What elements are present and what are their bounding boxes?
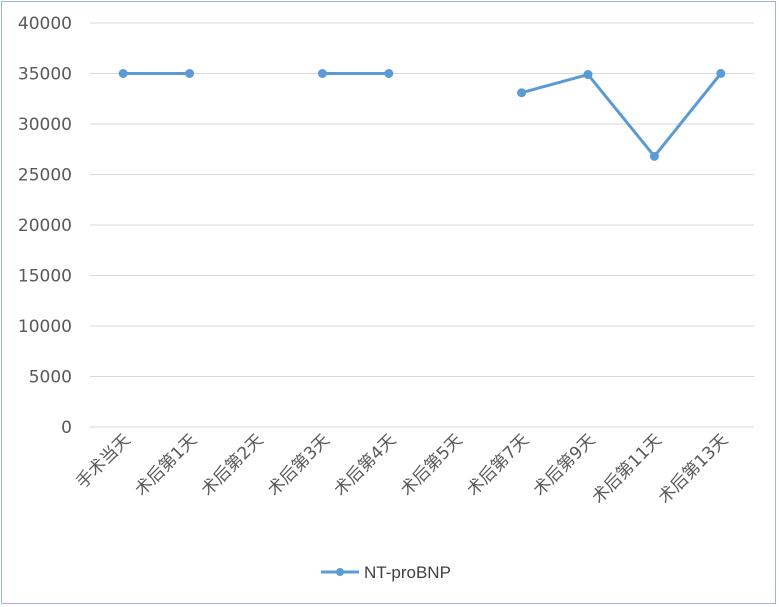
- legend-label: NT-proBNP: [364, 563, 451, 582]
- y-tick-label: 30000: [18, 115, 72, 135]
- data-point: [583, 70, 593, 80]
- y-tick-label: 20000: [18, 216, 72, 236]
- y-tick-label: 25000: [18, 166, 72, 186]
- x-tick-label: 术后第5天: [397, 430, 467, 500]
- x-tick-label: 术后第1天: [131, 430, 201, 500]
- x-tick-label: 术后第4天: [330, 430, 400, 500]
- y-tick-label: 5000: [29, 368, 72, 388]
- y-axis-ticks: 0 5000 10000 15000 20000 25000 30000 35000 40000: [18, 14, 72, 438]
- x-tick-label: 手术当天: [73, 430, 135, 492]
- x-tick-label: 术后第7天: [463, 430, 533, 500]
- y-tick-label: 15000: [18, 267, 72, 287]
- series-lines: [121, 72, 723, 158]
- series-points: [118, 69, 726, 161]
- data-point: [716, 69, 726, 78]
- data-point: [118, 69, 128, 78]
- x-tick-label: 术后第2天: [198, 430, 268, 500]
- series-line-segment: [520, 72, 723, 158]
- data-point: [317, 69, 327, 78]
- data-point: [649, 151, 659, 161]
- y-tick-label: 10000: [18, 317, 72, 337]
- data-point: [384, 69, 394, 78]
- x-tick-label: 术后第3天: [264, 430, 334, 500]
- y-tick-label: 0: [61, 418, 72, 438]
- gridlines: [90, 22, 754, 428]
- x-tick-label: 术后第11天: [588, 430, 666, 508]
- y-tick-label: 35000: [18, 65, 72, 85]
- legend: NT-proBNP: [321, 563, 451, 582]
- data-point: [185, 69, 195, 78]
- x-tick-label: 术后第13天: [655, 430, 733, 508]
- y-tick-label: 40000: [18, 14, 72, 34]
- x-tick-label: 术后第9天: [530, 430, 600, 500]
- data-point: [517, 88, 527, 98]
- legend-marker: [336, 568, 344, 576]
- x-axis-ticks: 手术当天术后第1天术后第2天术后第3天术后第4天术后第5天术后第7天术后第9天术…: [73, 430, 733, 508]
